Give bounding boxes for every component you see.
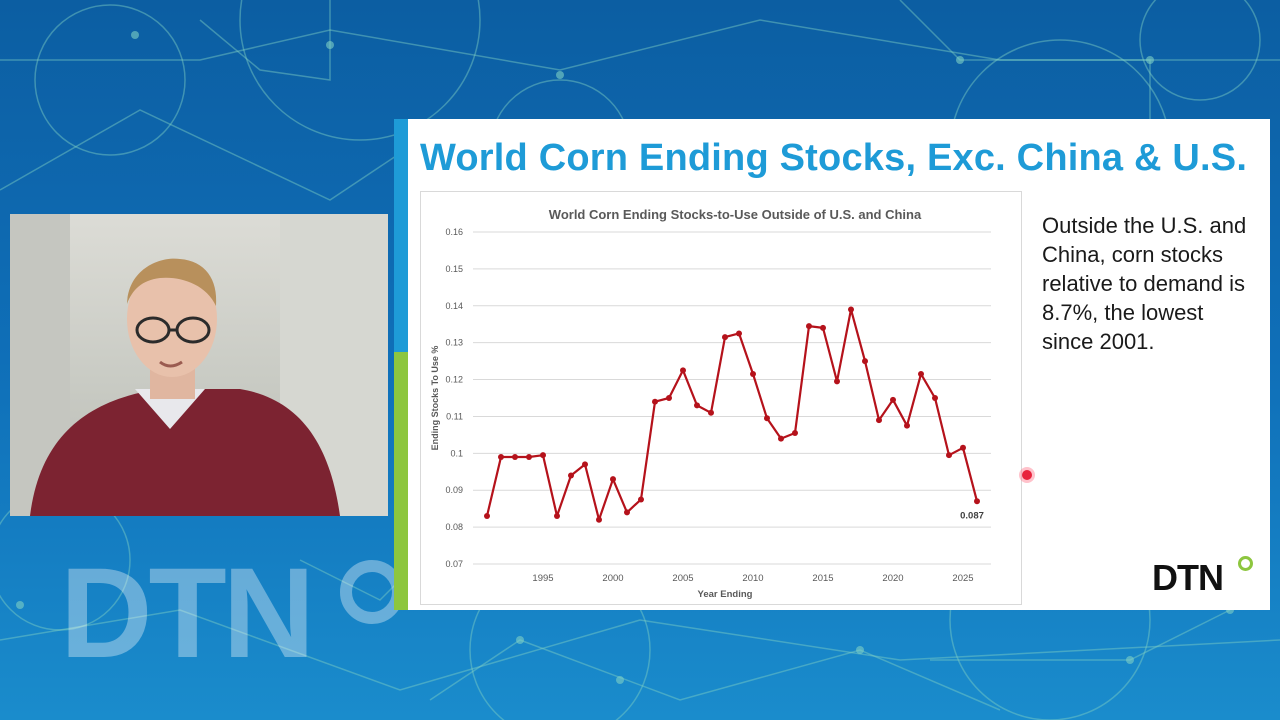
y-tick-label: 0.13: [445, 338, 463, 348]
slide-title: World Corn Ending Stocks, Exc. China & U…: [420, 137, 1248, 179]
x-tick-label: 2000: [602, 573, 623, 584]
x-tick-label: 2025: [952, 573, 973, 584]
data-point: [568, 472, 574, 479]
data-point: [834, 378, 840, 385]
data-point: [512, 454, 518, 461]
data-point: [932, 395, 938, 401]
x-tick-label: 2005: [672, 573, 693, 584]
data-point: [638, 496, 644, 503]
data-point: [890, 396, 896, 403]
data-point: [680, 367, 686, 374]
data-point: [946, 452, 952, 459]
dtn-logo-ring-icon: [1238, 556, 1253, 571]
data-point: [764, 415, 770, 422]
data-point: [904, 422, 910, 429]
y-axis-label: Ending Stocks To Use %: [430, 346, 440, 451]
y-tick-label: 0.1: [450, 448, 463, 458]
chart-annotations: 0.087: [960, 510, 984, 521]
data-point: [708, 409, 714, 416]
presenter-silhouette-icon: [10, 214, 388, 516]
dtn-logo-text: DTN: [1152, 557, 1224, 598]
presenter-webcam: [10, 214, 388, 516]
y-tick-label: 0.16: [445, 227, 463, 237]
y-tick-label: 0.09: [445, 485, 463, 495]
x-axis-label: Year Ending: [698, 589, 753, 600]
y-axis-ticks: 0.07 0.08 0.09 0.1 0.11 0.12 0.13 0.14 0.15 0.16: [445, 227, 463, 569]
data-point: [736, 330, 742, 337]
data-point: [918, 371, 924, 378]
dtn-logo: DTN: [1152, 553, 1256, 599]
x-tick-label: 1995: [532, 573, 553, 584]
data-point: [498, 454, 504, 461]
data-point: [610, 476, 616, 483]
chart-series: [484, 306, 980, 523]
data-point: [778, 435, 784, 442]
data-point: [750, 371, 756, 378]
background-dtn-logo: DTN: [60, 542, 404, 685]
data-point: [596, 516, 602, 523]
data-point: [876, 417, 882, 424]
x-tick-label: 2020: [882, 573, 903, 584]
data-label: 0.087: [960, 510, 984, 521]
chart-container: World Corn Ending Stocks-to-Use Outside …: [420, 191, 1022, 605]
data-point: [540, 452, 546, 459]
background-logo-text: DTN: [60, 542, 315, 685]
y-tick-label: 0.11: [446, 411, 463, 421]
slide-accent-bar-blue: [394, 119, 408, 352]
data-point: [582, 461, 588, 468]
data-point: [862, 358, 868, 365]
laser-pointer-icon: [1022, 470, 1032, 480]
y-tick-label: 0.07: [445, 559, 463, 569]
slide: World Corn Ending Stocks, Exc. China & U…: [394, 119, 1270, 610]
data-point: [960, 444, 966, 451]
data-point: [722, 334, 728, 341]
data-point: [624, 509, 630, 516]
y-tick-label: 0.14: [445, 301, 463, 311]
y-tick-label: 0.12: [445, 375, 463, 385]
data-point: [526, 454, 532, 461]
y-tick-label: 0.08: [445, 522, 463, 532]
data-point: [652, 398, 658, 405]
x-tick-label: 2010: [742, 573, 763, 584]
data-point: [694, 402, 700, 409]
data-point: [806, 323, 812, 330]
line-chart: World Corn Ending Stocks-to-Use Outside …: [430, 207, 991, 600]
chart-title: World Corn Ending Stocks-to-Use Outside …: [549, 207, 922, 222]
x-axis-ticks: 1995 2000 2005 2010 2015 2020 2025: [532, 573, 973, 584]
data-point: [484, 513, 490, 520]
y-tick-label: 0.15: [445, 264, 463, 274]
data-point: [792, 430, 798, 437]
data-point: [848, 306, 854, 313]
series-line: [485, 308, 979, 521]
chart-gridlines: [473, 231, 991, 565]
data-point: [974, 498, 980, 505]
data-point: [554, 513, 560, 520]
callout-text: Outside the U.S. and China, corn stocks …: [1042, 213, 1247, 354]
slide-accent-bar-green: [394, 352, 408, 610]
data-point: [820, 324, 826, 331]
data-point: [666, 395, 672, 401]
x-tick-label: 2015: [812, 573, 833, 584]
